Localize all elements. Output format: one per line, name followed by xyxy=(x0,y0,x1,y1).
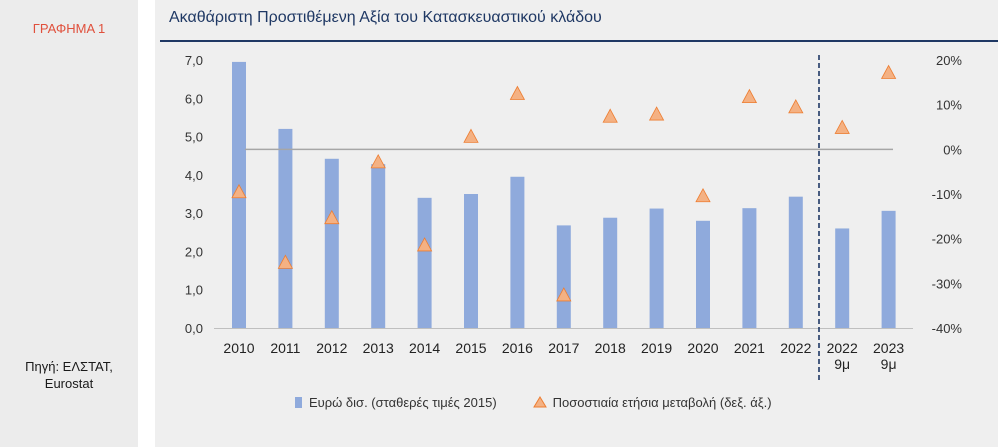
legend-triangle-icon xyxy=(532,396,547,408)
left-axis-tick-label: 5,0 xyxy=(185,130,203,145)
right-axis-tick-label: -10% xyxy=(932,187,963,202)
bar xyxy=(371,164,386,328)
legend: Ευρώ δισ. (σταθερές τιμές 2015) Ποσοστια… xyxy=(295,393,808,411)
x-axis-tick-label: 2022 xyxy=(780,340,811,356)
bar xyxy=(835,228,850,328)
left-axis-tick-label: 1,0 xyxy=(185,283,203,298)
right-axis-tick-label: 10% xyxy=(936,98,962,113)
marker-point xyxy=(324,209,340,225)
x-axis-tick-label: 2021 xyxy=(734,340,765,356)
bar xyxy=(881,210,896,328)
x-axis-tick-label: 2023 xyxy=(873,340,904,356)
source-line-1: Πηγή: ΕΛΣΤΑΤ, xyxy=(25,359,113,374)
right-axis-tick-label: -30% xyxy=(932,276,963,291)
left-axis-tick-label: 4,0 xyxy=(185,168,203,183)
legend-bar-swatch xyxy=(295,396,302,408)
bar xyxy=(742,208,757,328)
marker-point xyxy=(416,237,433,252)
x-axis-tick-label: 2011 xyxy=(270,340,300,356)
left-axis-tick-label: 6,0 xyxy=(185,91,203,106)
marker-point xyxy=(834,119,850,134)
marker-point xyxy=(788,99,804,114)
marker-point xyxy=(463,128,479,143)
x-axis-tick-label: 2018 xyxy=(595,340,626,356)
marker-point xyxy=(231,183,247,199)
marker-point xyxy=(648,106,665,121)
left-axis-tick-label: 2,0 xyxy=(185,244,203,259)
x-axis-tick-label: 2020 xyxy=(687,340,718,356)
marker-point xyxy=(741,88,758,104)
legend-item-bars: Ευρώ δισ. (σταθερές τιμές 2015) xyxy=(295,395,497,410)
x-axis-tick-label: 9μ xyxy=(834,356,850,372)
bar xyxy=(464,194,478,328)
x-axis-tick-label: 2015 xyxy=(455,340,486,356)
marker-series xyxy=(231,64,897,302)
right-axis-tick-label: 20% xyxy=(936,53,962,68)
separator xyxy=(138,0,155,447)
x-axis-tick-label: 2010 xyxy=(223,340,254,356)
bar xyxy=(788,196,803,328)
legend-item-markers: Ποσοστιαία ετήσια μεταβολή (δεξ. άξ.) xyxy=(532,394,772,410)
marker-point xyxy=(556,287,572,302)
x-axis-tick-label: 2014 xyxy=(409,340,440,356)
source-note: Πηγή: ΕΛΣΤΑΤ, Eurostat xyxy=(0,358,138,392)
x-axis-tick-label: 9μ xyxy=(881,356,897,372)
source-line-2: Eurostat xyxy=(44,376,94,391)
left-axis-tick-label: 0,0 xyxy=(185,321,203,336)
left-axis-tick-label: 3,0 xyxy=(185,206,203,221)
title-underline xyxy=(160,40,998,42)
right-axis: -40% -30% -20% -10% 0% 10% 20% xyxy=(932,53,963,336)
x-axis-tick-label: 2022 xyxy=(827,340,858,356)
bar xyxy=(278,128,293,328)
x-axis-tick-label: 2013 xyxy=(363,340,394,356)
marker-point xyxy=(277,254,294,269)
x-axis: 2010 2011 2012 2013 2014 2015 2016 2017 2018 2019… xyxy=(223,340,904,372)
x-axis-tick-label: 2016 xyxy=(502,340,533,356)
x-axis-tick-label: 2019 xyxy=(641,340,672,356)
left-axis: 0,0 1,0 2,0 3,0 4,0 5,0 6,0 7,0 xyxy=(185,53,203,336)
marker-point xyxy=(602,108,618,123)
figure-label: ΓΡΑΦΗΜΑ 1 xyxy=(32,21,106,36)
sidebar: ΓΡΑΦΗΜΑ 1 Πηγή: ΕΛΣΤΑΤ, Eurostat xyxy=(0,0,138,447)
bar xyxy=(603,217,618,328)
bar xyxy=(510,176,525,328)
right-axis-tick-label: -40% xyxy=(932,321,963,336)
bar xyxy=(324,158,339,328)
marker-point xyxy=(880,64,897,79)
bar-series xyxy=(232,61,896,329)
legend-marker-label: Ποσοστιαία ετήσια μεταβολή (δεξ. άξ.) xyxy=(552,394,772,410)
marker-point xyxy=(509,85,526,100)
legend-bar-label: Ευρώ δισ. (σταθερές τιμές 2015) xyxy=(309,394,497,410)
right-axis-tick-label: 0% xyxy=(943,142,962,157)
chart-title: Ακαθάριστη Προστιθέμενη Αξία του Κατασκε… xyxy=(169,9,602,26)
chart-panel xyxy=(155,0,998,447)
bar xyxy=(696,220,710,328)
x-axis-tick-label: 2012 xyxy=(316,340,347,356)
marker-point xyxy=(370,153,386,169)
marker-point xyxy=(695,187,711,203)
bar xyxy=(649,208,664,328)
left-axis-tick-label: 7,0 xyxy=(185,53,203,68)
bar xyxy=(417,197,432,328)
right-axis-tick-label: -20% xyxy=(932,232,963,247)
x-axis-tick-label: 2017 xyxy=(548,340,579,356)
bar xyxy=(556,225,571,328)
